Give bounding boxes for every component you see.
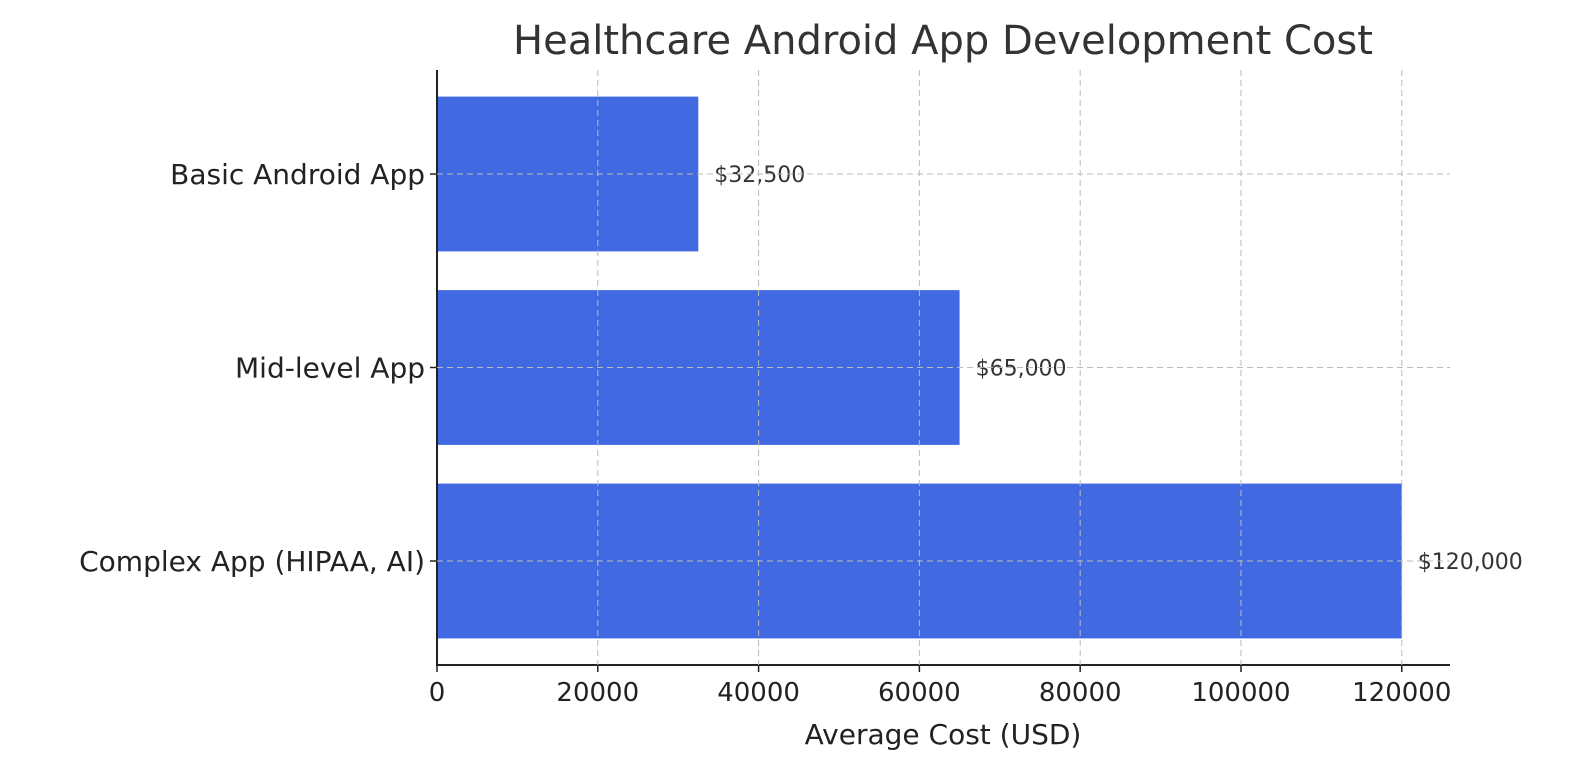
chart-title: Healthcare Android App Development Cost	[513, 18, 1373, 64]
x-tick-labels: 0 20000 40000 60000 80000 100000 120000	[429, 678, 1452, 708]
y-tick-label: Complex App (HIPAA, AI)	[79, 545, 425, 578]
grid	[430, 70, 1450, 672]
x-tick-label: 0	[429, 678, 446, 708]
x-tick-label: 20000	[556, 678, 639, 708]
y-tick-label: Basic Android App	[170, 158, 425, 191]
x-tick-label: 80000	[1039, 678, 1122, 708]
data-labels: $32,500 $65,000 $120,000	[714, 163, 1522, 575]
x-axis-label: Average Cost (USD)	[805, 718, 1082, 751]
x-tick-label: 60000	[878, 678, 961, 708]
x-tick-label: 120000	[1352, 678, 1451, 708]
x-tick-label: 100000	[1191, 678, 1290, 708]
data-label: $120,000	[1418, 550, 1523, 575]
x-tick-label: 40000	[717, 678, 800, 708]
y-tick-label: Mid-level App	[235, 352, 425, 385]
data-label: $65,000	[976, 357, 1067, 382]
data-label: $32,500	[714, 163, 805, 188]
y-tick-labels: Basic Android App Mid-level App Complex Ap…	[79, 158, 425, 578]
